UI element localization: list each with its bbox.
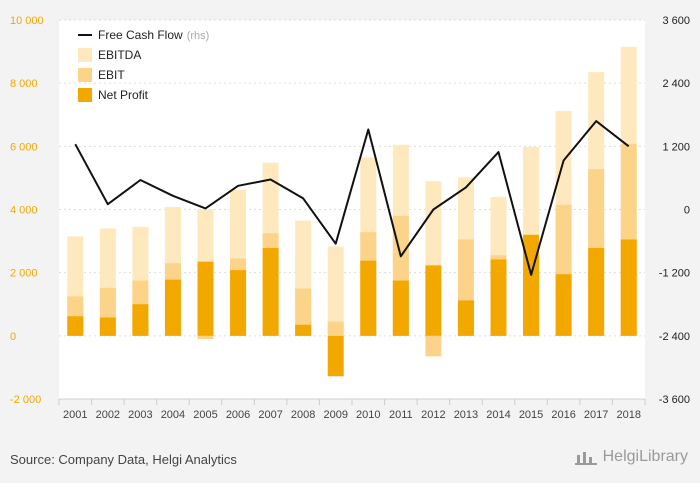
ebitda-legend-label: EBITDA: [98, 48, 141, 62]
left-tick-label: 8 000: [10, 78, 38, 90]
chart: -2 000 0 2 000 4 000 6 000 8 000 10 000 -3 600…: [10, 15, 690, 421]
x-tick-label: 2002: [96, 409, 120, 421]
left-tick-label: -2 000: [10, 394, 41, 406]
x-tick-label: 2003: [128, 409, 152, 421]
ebit-bar: [197, 335, 214, 339]
right-tick-label: 1 200: [662, 141, 690, 153]
brand-logo: HelgiLibrary: [574, 448, 688, 466]
free-cash-flow-polyline: [74, 120, 630, 276]
free-cash-flow-legend-label: Free Cash Flow (rhs): [98, 28, 209, 42]
net-profit-legend-label: Net Profit: [98, 88, 149, 102]
x-tick-label: 2007: [258, 409, 282, 421]
x-tick-label: 2005: [193, 409, 217, 421]
x-tick-label: 2012: [421, 409, 445, 421]
left-tick-label: 2 000: [10, 268, 38, 280]
x-tick-label: 2004: [161, 409, 185, 421]
x-axis-ticks: 2001 2002 2003 2004 2005 2006 2007 2008 2009 2010…: [63, 409, 641, 421]
ebitda-legend-swatch: [78, 48, 92, 62]
right-tick-label: -1 200: [659, 268, 690, 280]
right-tick-label: -2 400: [659, 331, 690, 343]
right-tick-label: 2 400: [662, 78, 690, 90]
ebit-legend-label: EBIT: [98, 68, 125, 82]
right-axis-ticks: -3 600 -2 400 -1 200 0 1 200 2 400 3 600: [659, 15, 690, 406]
grid: [58, 19, 646, 405]
net-profit-bar: [392, 280, 409, 336]
brand-name: HelgiLibrary: [602, 448, 688, 465]
x-tick-label: 2009: [323, 409, 347, 421]
left-tick-label: 10 000: [10, 15, 44, 27]
net-profit-legend-swatch: [78, 88, 92, 102]
net-profit-bar: [262, 248, 279, 336]
right-tick-label: 0: [684, 205, 690, 217]
x-tick-label: 2017: [584, 409, 608, 421]
left-tick-label: 4 000: [10, 205, 38, 217]
ebit-legend-swatch: [78, 68, 92, 82]
library-icon: [574, 449, 597, 465]
net-profit-bar: [230, 270, 247, 336]
legend: Free Cash Flow (rhs) EBITDA EBIT Net Profit: [78, 28, 209, 102]
left-tick-label: 6 000: [10, 141, 38, 153]
x-tick-label: 2013: [454, 409, 478, 421]
net-profit-bar: [99, 317, 116, 336]
x-tick-label: 2010: [356, 409, 380, 421]
net-profit-bar: [360, 260, 377, 336]
x-tick-label: 2016: [551, 409, 575, 421]
net-profit-bar: [457, 300, 474, 336]
net-profit-bar: [67, 316, 84, 336]
rhs-note: (rhs): [187, 30, 210, 42]
x-tick-label: 2011: [389, 409, 413, 421]
x-tick-label: 2014: [486, 409, 510, 421]
footer: Source: Company Data, Helgi Analytics He…: [0, 440, 700, 483]
net-profit-bar: [132, 304, 149, 336]
left-axis-ticks: -2 000 0 2 000 4 000 6 000 8 000 10 000: [10, 15, 44, 406]
x-tick-label: 2018: [616, 409, 640, 421]
left-tick-label: 0: [10, 331, 16, 343]
ebitda-bar: [327, 246, 344, 336]
right-tick-label: 3 600: [662, 15, 690, 27]
source-note: Source: Company Data, Helgi Analytics: [10, 452, 237, 467]
plot-background: [59, 20, 645, 399]
free-cash-flow-line: [74, 120, 630, 276]
ebit-bar: [327, 321, 344, 336]
x-tick-label: 2015: [519, 409, 543, 421]
net-profit-bar: [490, 259, 507, 336]
net-profit-bar: [164, 279, 181, 336]
ebit-bar: [295, 288, 312, 336]
right-tick-label: -3 600: [659, 394, 690, 406]
net-profit-bar: [327, 335, 344, 377]
x-tick-label: 2008: [291, 409, 315, 421]
net-profit-bar: [197, 261, 214, 336]
x-tick-label: 2001: [63, 409, 87, 421]
ebit-bar: [425, 335, 442, 357]
net-profit-bar: [425, 265, 442, 336]
net-profit-bar: [620, 239, 637, 336]
net-profit-bar: [555, 274, 572, 336]
net-profit-bar: [295, 324, 312, 336]
net-profit-bar: [588, 248, 605, 336]
x-tick-label: 2006: [226, 409, 250, 421]
